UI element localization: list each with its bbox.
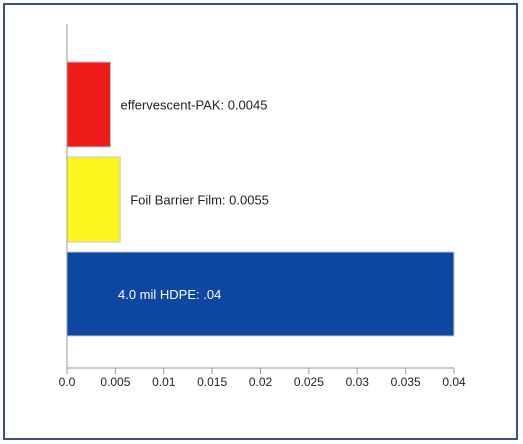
- bar-label-1: Foil Barrier Film: 0.0055: [130, 193, 269, 208]
- bar-0: [66, 61, 112, 148]
- bar-2: [66, 251, 455, 337]
- x-tick-label-3: 0.015: [197, 375, 227, 389]
- bar-label-2: 4.0 mil HDPE: .04: [118, 287, 221, 302]
- x-tick-label-1: 0.005: [100, 375, 130, 389]
- x-tick-label-8: 0.04: [442, 375, 466, 389]
- x-tick-label-4: 0.02: [249, 375, 273, 389]
- bars-group: [66, 61, 455, 337]
- x-tick-label-2: 0.01: [152, 375, 176, 389]
- x-ticks-group: 0.0 0.005 0.01 0.015 0.02 0.025 0.03 0.035 0.04: [59, 368, 466, 389]
- x-tick-label-0: 0.0: [59, 375, 76, 389]
- x-tick-label-7: 0.035: [391, 375, 421, 389]
- x-tick-label-6: 0.03: [346, 375, 370, 389]
- bar-labels-group: effervescent-PAK: 0.0045 Foil Barrier Fil…: [118, 98, 269, 303]
- bar-1: [66, 156, 121, 243]
- x-tick-label-5: 0.025: [294, 375, 324, 389]
- bar-label-0: effervescent-PAK: 0.0045: [121, 98, 268, 113]
